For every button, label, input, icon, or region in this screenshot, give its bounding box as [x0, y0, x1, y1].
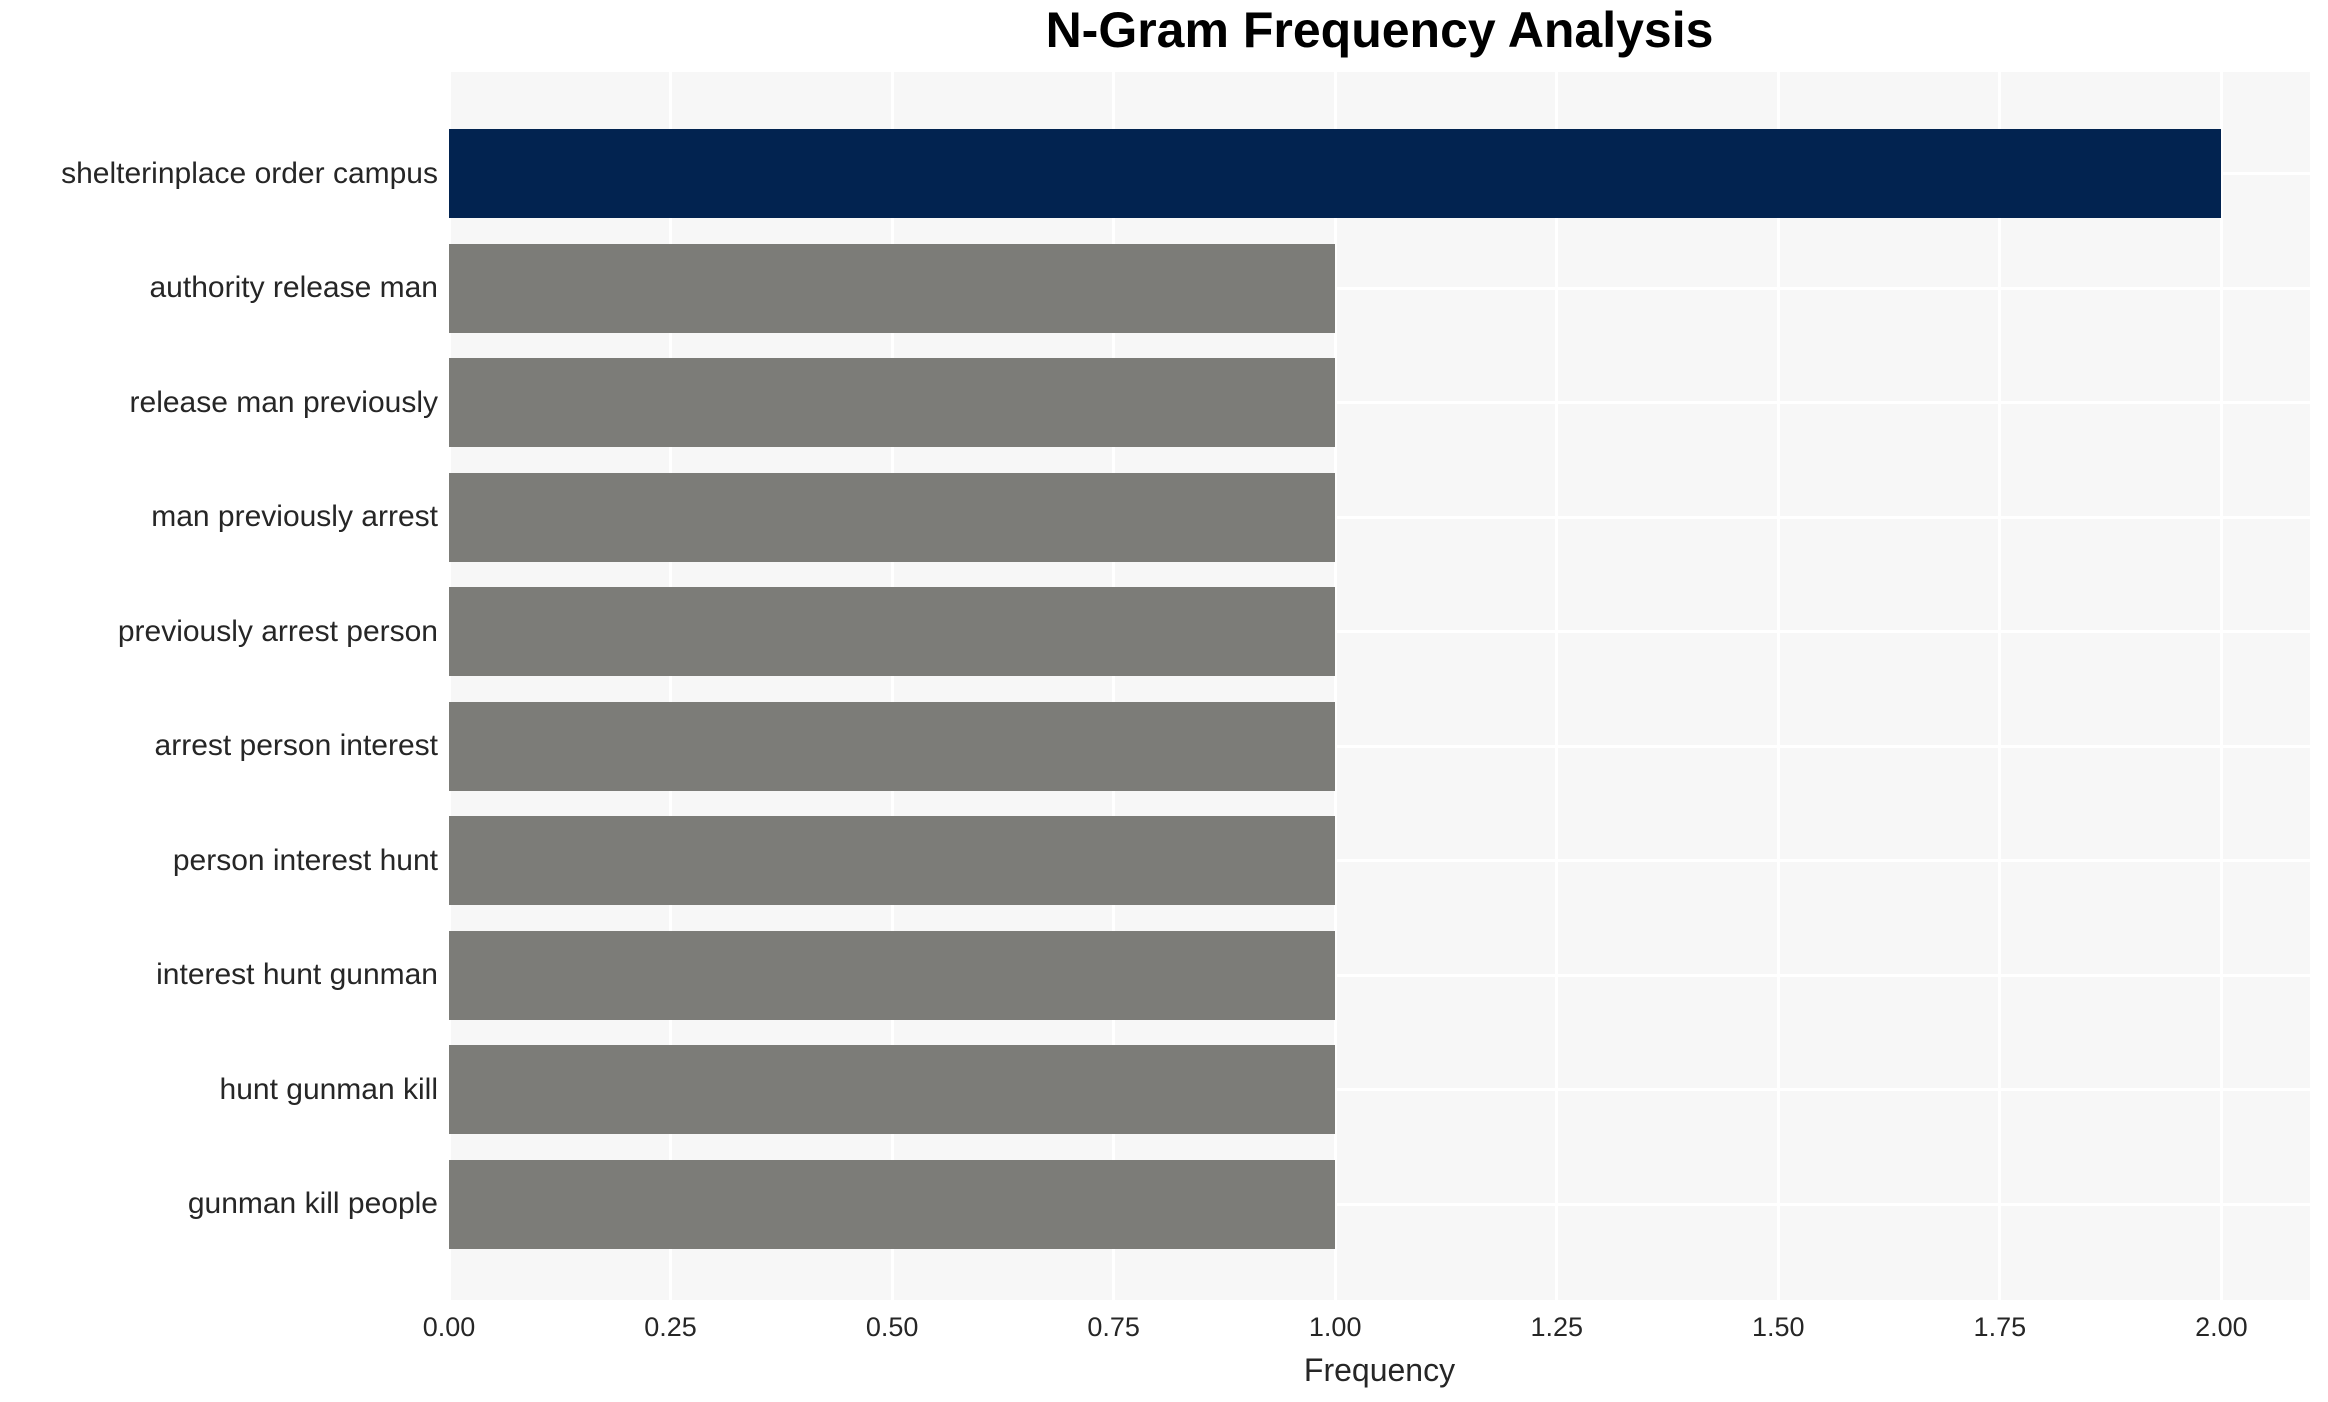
- x-tick-label: 1.50: [1752, 1312, 1805, 1342]
- gridline-vertical: [1112, 72, 1116, 1300]
- gridline-vertical: [2219, 72, 2223, 1300]
- gridline-horizontal: [449, 1088, 2310, 1091]
- plot-area: [447, 72, 2310, 1300]
- gridline-horizontal: [449, 401, 2310, 404]
- y-axis-label: hunt gunman kill: [219, 1072, 438, 1106]
- gridline-horizontal: [449, 1202, 2310, 1206]
- y-axis-label: arrest person interest: [154, 729, 438, 762]
- bar-authority-release-man: [449, 243, 1336, 333]
- x-tick-label: 0.75: [1087, 1312, 1140, 1342]
- x-tick-label: 1.25: [1530, 1312, 1584, 1342]
- gridline-horizontal: [449, 744, 2310, 748]
- gridline-vertical: [1333, 72, 1337, 1300]
- y-axis-label: man previously arrest: [151, 500, 438, 533]
- x-tick-label: 2.00: [2195, 1312, 2248, 1342]
- y-axis-label: authority release man: [149, 271, 439, 304]
- gridline-vertical: [1998, 72, 2002, 1300]
- x-tick-label: 0.25: [644, 1312, 697, 1342]
- bar-previously-arrest-person: [449, 587, 1336, 676]
- gridline-horizontal: [449, 630, 2310, 633]
- gridline-horizontal: [449, 515, 2310, 519]
- gridline-vertical: [890, 72, 894, 1300]
- bar-release-man-previously: [449, 358, 1336, 447]
- bar-interest-hunt-gunman: [449, 930, 1336, 1020]
- gridline-vertical: [447, 72, 451, 1300]
- chart-title: N-Gram Frequency Analysis: [1045, 2, 1714, 58]
- bar-arrest-person-interest: [449, 701, 1336, 791]
- gridline-horizontal: [449, 973, 2310, 977]
- bar-person-interest-hunt: [449, 816, 1336, 905]
- y-axis-label: previously arrest person: [117, 614, 438, 648]
- gridline-vertical: [1555, 72, 1559, 1300]
- bar-shelterinplace-order-campus: [449, 129, 2222, 218]
- bar-gunman-kill-people: [449, 1159, 1336, 1249]
- bar-hunt-gunman-kill: [449, 1045, 1336, 1134]
- x-axis-label: Frequency: [1303, 1352, 1456, 1388]
- y-axis-label: interest hunt gunman: [156, 958, 438, 991]
- bar-man-previously-arrest: [449, 472, 1336, 562]
- gridline-horizontal: [449, 859, 2310, 862]
- gridline-vertical: [669, 72, 673, 1300]
- x-tick-label: 0.00: [422, 1312, 476, 1342]
- gridline-vertical: [1776, 72, 1780, 1300]
- gridline-horizontal: [449, 286, 2310, 290]
- x-tick-label: 1.00: [1308, 1312, 1362, 1342]
- x-tick-label: 1.75: [1973, 1312, 2027, 1342]
- x-tick-label: 0.50: [865, 1312, 919, 1342]
- y-axis-label: release man previously: [129, 385, 438, 419]
- y-axis-label: person interest hunt: [172, 843, 438, 877]
- y-axis-label: shelterinplace order campus: [61, 156, 438, 190]
- y-axis-label: gunman kill people: [187, 1187, 438, 1220]
